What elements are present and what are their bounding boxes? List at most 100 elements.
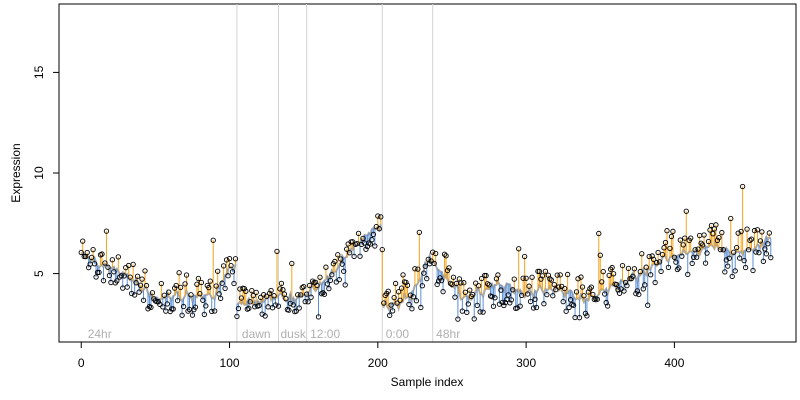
data-point bbox=[548, 277, 554, 283]
data-point bbox=[597, 252, 603, 258]
data-point bbox=[588, 284, 595, 290]
data-point bbox=[529, 274, 535, 280]
data-point bbox=[234, 313, 240, 320]
data-point bbox=[129, 290, 135, 297]
data-point bbox=[501, 302, 507, 309]
data-point bbox=[272, 302, 279, 308]
data-point bbox=[286, 307, 292, 313]
data-point bbox=[309, 278, 316, 284]
data-point bbox=[527, 298, 534, 305]
data-point bbox=[243, 288, 249, 294]
data-point bbox=[99, 251, 105, 257]
data-point bbox=[388, 302, 394, 308]
data-point bbox=[760, 258, 767, 264]
data-point bbox=[564, 271, 571, 278]
data-point bbox=[756, 250, 762, 256]
data-point bbox=[339, 261, 345, 267]
data-point bbox=[336, 276, 342, 283]
data-point bbox=[484, 281, 491, 287]
data-point bbox=[609, 264, 615, 271]
data-point bbox=[661, 245, 667, 251]
data-point bbox=[143, 282, 150, 289]
data-point bbox=[446, 265, 452, 271]
data-point bbox=[462, 289, 468, 295]
phase-label: 24hr bbox=[88, 327, 112, 341]
y-axis-label: Expression bbox=[9, 143, 23, 202]
data-point bbox=[554, 272, 560, 278]
data-point bbox=[329, 272, 335, 278]
data-points-layer bbox=[78, 183, 774, 322]
data-point bbox=[415, 266, 421, 272]
data-point bbox=[499, 299, 506, 305]
data-point bbox=[719, 229, 725, 236]
data-point bbox=[557, 272, 563, 278]
data-point bbox=[293, 308, 299, 314]
data-point bbox=[155, 299, 162, 305]
x-axis-label: Sample index bbox=[391, 375, 464, 389]
phase-separator-lines bbox=[236, 4, 434, 342]
data-point bbox=[705, 238, 712, 245]
data-point bbox=[726, 255, 732, 261]
x-tick-label: 0 bbox=[78, 356, 85, 370]
data-point bbox=[346, 250, 353, 256]
data-point bbox=[725, 263, 731, 269]
data-point bbox=[105, 264, 111, 270]
data-point bbox=[180, 303, 187, 310]
data-point bbox=[360, 235, 366, 242]
data-point bbox=[241, 285, 248, 292]
data-point bbox=[636, 291, 642, 298]
data-point bbox=[381, 300, 387, 306]
data-point bbox=[194, 281, 200, 287]
data-point bbox=[355, 230, 362, 237]
data-point bbox=[587, 286, 593, 292]
data-point bbox=[102, 260, 108, 266]
phase-label: 0:00 bbox=[386, 327, 410, 341]
data-point bbox=[235, 305, 242, 312]
data-point bbox=[195, 275, 202, 282]
data-point bbox=[532, 296, 538, 302]
data-point bbox=[139, 276, 145, 282]
data-point bbox=[757, 238, 764, 244]
data-point bbox=[406, 301, 412, 308]
data-point bbox=[473, 280, 479, 286]
data-point bbox=[673, 259, 679, 265]
data-point bbox=[131, 292, 138, 298]
data-point bbox=[486, 282, 492, 288]
data-point bbox=[768, 254, 774, 261]
data-point bbox=[225, 273, 231, 279]
data-point bbox=[106, 272, 113, 279]
data-point bbox=[471, 316, 477, 322]
data-point bbox=[215, 268, 221, 274]
data-point bbox=[590, 291, 596, 298]
data-point bbox=[223, 257, 230, 263]
data-point bbox=[421, 270, 427, 276]
data-point bbox=[667, 245, 673, 252]
data-point bbox=[511, 276, 517, 282]
data-point bbox=[302, 298, 308, 305]
data-point bbox=[682, 235, 688, 241]
data-point bbox=[433, 250, 439, 257]
data-point bbox=[444, 267, 451, 274]
data-point bbox=[714, 237, 721, 243]
phase-label: dawn bbox=[242, 327, 271, 341]
data-point bbox=[387, 312, 393, 318]
data-point bbox=[335, 252, 341, 258]
data-point bbox=[441, 251, 448, 257]
data-point bbox=[544, 292, 550, 298]
data-point bbox=[625, 265, 632, 272]
data-point bbox=[477, 309, 483, 315]
data-point bbox=[166, 289, 172, 295]
data-point bbox=[280, 287, 286, 293]
data-point bbox=[210, 237, 216, 243]
data-point bbox=[679, 253, 685, 259]
data-point bbox=[510, 287, 516, 293]
data-point bbox=[616, 290, 623, 296]
data-point bbox=[722, 269, 728, 275]
data-point bbox=[563, 308, 569, 314]
data-point bbox=[201, 311, 207, 318]
data-point bbox=[278, 280, 285, 287]
data-point bbox=[578, 274, 584, 280]
data-point bbox=[80, 238, 86, 244]
data-point bbox=[269, 305, 276, 311]
